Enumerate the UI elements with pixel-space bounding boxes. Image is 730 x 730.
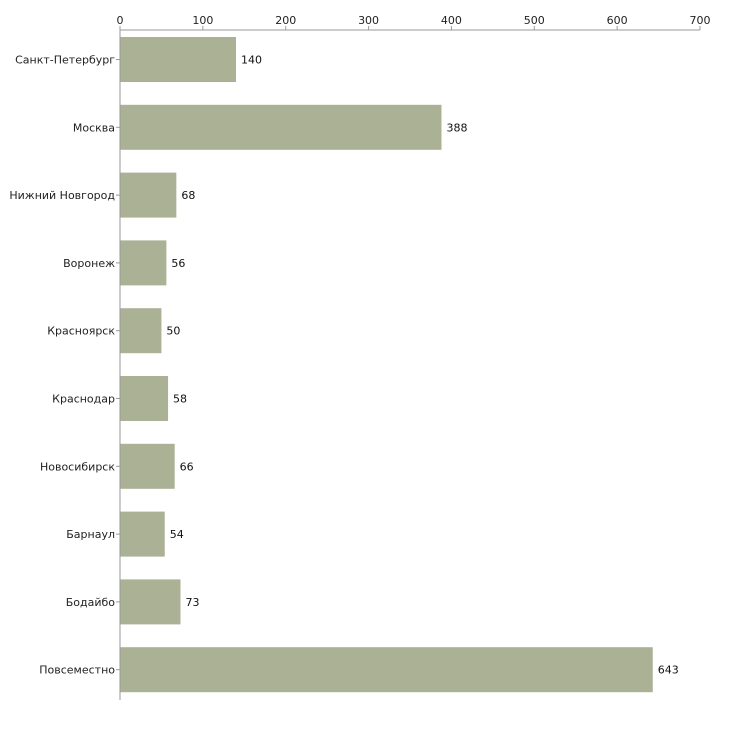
bars: 140 388 68 56 50 58 66 54 73 643 xyxy=(120,37,679,693)
bar xyxy=(120,104,442,150)
bar xyxy=(120,647,653,693)
x-axis-ticks: 0 100 200 300 400 500 600 700 xyxy=(117,14,711,30)
bar xyxy=(120,376,169,421)
category-label: Краснодар xyxy=(52,393,115,406)
bar xyxy=(120,443,175,489)
x-tick-label: 100 xyxy=(192,14,213,27)
data-label: 388 xyxy=(446,121,467,134)
x-tick-label: 500 xyxy=(524,14,545,27)
category-label: Новосибирск xyxy=(40,460,115,473)
x-tick-label: 700 xyxy=(690,14,711,27)
x-tick-label: 300 xyxy=(358,14,379,27)
category-label: Красноярск xyxy=(47,325,115,338)
x-tick-label: 200 xyxy=(275,14,296,27)
bar xyxy=(120,579,181,625)
category-label: Москва xyxy=(73,121,115,134)
category-label: Санкт-Петербург xyxy=(15,54,115,67)
axes xyxy=(119,29,700,700)
category-label: Бодайбо xyxy=(66,596,116,609)
x-tick-label: 600 xyxy=(607,14,628,27)
category-label: Повсеместно xyxy=(39,664,115,677)
category-label: Барнаул xyxy=(66,528,115,541)
data-label: 140 xyxy=(241,54,262,67)
data-label: 50 xyxy=(166,325,180,338)
data-label: 643 xyxy=(658,664,679,677)
bar xyxy=(120,308,162,354)
x-tick-label: 400 xyxy=(441,14,462,27)
category-labels: Санкт-Петербург Москва Нижний Новгород Воро… xyxy=(9,54,120,677)
category-label: Воронеж xyxy=(63,257,115,270)
bar xyxy=(120,240,167,286)
data-label: 66 xyxy=(180,460,194,473)
bar xyxy=(120,172,177,218)
bar xyxy=(120,511,165,557)
x-tick-label: 0 xyxy=(117,14,124,27)
bar xyxy=(120,37,236,82)
data-label: 56 xyxy=(171,257,185,270)
category-label: Нижний Новгород xyxy=(9,189,115,202)
data-label: 54 xyxy=(170,528,184,541)
data-label: 58 xyxy=(173,393,187,406)
data-label: 68 xyxy=(181,189,195,202)
data-label: 73 xyxy=(185,596,199,609)
